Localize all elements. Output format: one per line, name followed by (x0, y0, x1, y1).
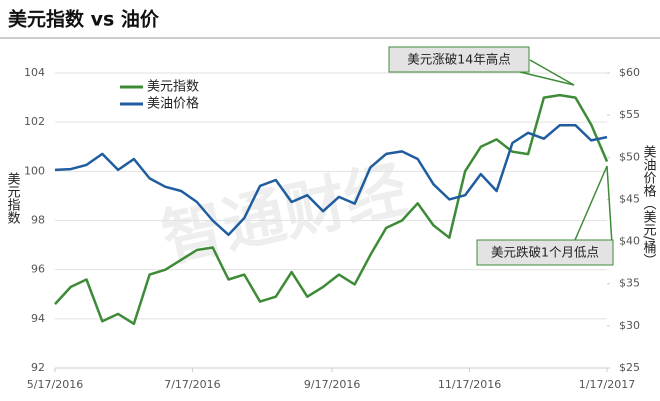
annotation-arrow (574, 165, 608, 241)
y2-tick-label: $30 (619, 319, 640, 332)
y2-tick-label: $25 (619, 361, 640, 374)
annotation-arrow (519, 71, 575, 86)
x-tick-label: 9/17/2016 (304, 378, 360, 391)
legend-label: 美元指数 (147, 80, 199, 95)
y2-tick-label: $35 (619, 277, 640, 290)
y2-axis-title: 美油价格（美元/桶） (641, 145, 657, 266)
y-tick-label: 98 (31, 214, 45, 227)
y-axis-title: 美元指数 (5, 172, 21, 224)
annotation-box (388, 46, 530, 73)
y-tick-label: 102 (24, 115, 45, 128)
y-tick-label: 104 (24, 66, 45, 79)
chart-title: 美元指数 vs 油价 (8, 8, 160, 31)
annotation-arrow (529, 59, 575, 86)
series-line (54, 93, 609, 326)
x-tick-label: 5/17/2016 (27, 378, 83, 391)
y-tick-label: 100 (24, 164, 45, 177)
y2-tick-label: $60 (619, 66, 640, 79)
x-tick-label: 7/17/2016 (164, 378, 220, 391)
y2-tick-label: $40 (619, 235, 640, 248)
y2-tick-label: $45 (619, 192, 640, 205)
annotation-box (476, 239, 614, 266)
annotation: 美元跌破1个月低点 (491, 245, 599, 260)
plot: 92 94 96 98 100 102 104 $25 $30 $35 $40 $45 $50 $55 $6… (24, 66, 640, 391)
legend-label: 美油价格 (147, 96, 199, 112)
series-line (54, 124, 608, 237)
annotation-arrow (606, 165, 613, 245)
annotation: 美元涨破14年高点 (407, 52, 510, 67)
y-tick-label: 92 (31, 361, 45, 374)
x-tick-label: 1/17/2017 (579, 378, 635, 391)
y-tick-label: 96 (31, 263, 45, 276)
y2-tick-label: $55 (619, 108, 640, 121)
y2-tick-label: $50 (619, 150, 640, 163)
y-tick-label: 94 (31, 312, 45, 325)
x-tick-label: 11/17/2016 (438, 378, 501, 391)
